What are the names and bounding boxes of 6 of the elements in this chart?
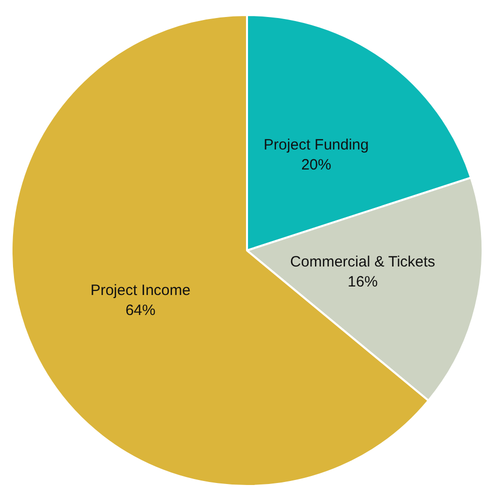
data-label: 64% (125, 302, 156, 319)
data-label: 20% (301, 156, 332, 174)
slice-label: Project Income (90, 282, 190, 299)
slice-label: Project Funding (264, 136, 369, 154)
data-label: 16% (348, 274, 378, 291)
slice-label: Commercial & Tickets (290, 254, 436, 271)
